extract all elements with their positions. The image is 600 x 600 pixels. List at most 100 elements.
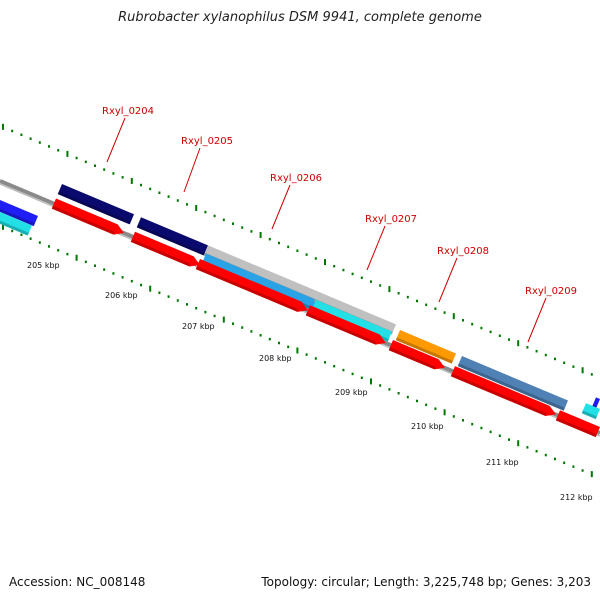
inner-tick [20,233,23,237]
inner-tick [544,453,547,457]
outer-tick [452,313,455,320]
outer-tick [416,299,418,303]
gene-feature-shape [0,200,38,227]
inner-tick [314,357,317,360]
gene-feature[interactable] [195,259,310,315]
inner-tick [452,415,455,418]
gene-feature-shade [388,347,436,370]
inner-tick [324,361,326,364]
gene-feature-shape [57,184,134,225]
inner-tick [112,272,115,275]
gene-feature[interactable] [57,184,134,225]
scale-labels: 205 kbp 206 kbp 207 kbp 208 kbp 209 kbp … [27,261,593,502]
gene-feature[interactable] [0,200,38,227]
gene-feature[interactable] [136,217,208,256]
gene-feature[interactable] [0,212,32,236]
gene-feature[interactable] [457,356,569,411]
gene-feature-shape [555,410,600,438]
inner-tick [140,283,142,287]
inner-tick [416,399,418,403]
inner-tick [167,295,170,298]
outer-tick [66,150,69,157]
gene-feature[interactable] [305,305,388,348]
outer-tick-ring [2,123,593,376]
inner-tick [130,279,133,283]
gene-feature-shape [395,330,456,364]
scale-label-212: 212 kbp [560,493,593,502]
inner-tick [57,249,60,252]
gene-feature-shade [450,373,547,417]
outer-tick [222,218,225,222]
inner-tick-ring [2,223,593,478]
inner-tick [554,457,556,461]
inner-tick [278,341,280,345]
outer-tick [241,226,244,229]
inner-tick [176,299,179,302]
gene-feature[interactable] [395,330,456,364]
outer-tick [314,257,317,260]
outer-tick [149,187,152,191]
outer-tick [517,340,520,347]
gene-label-rxyl-0207[interactable]: Rxyl_0207 [365,214,417,225]
map-title: Rubrobacter xylanophilus DSM 9941, compl… [118,10,482,25]
inner-tick [195,306,198,310]
scale-label-207: 207 kbp [182,322,215,331]
gene-feature[interactable] [388,340,447,373]
outer-tick [563,361,566,365]
scale-label-209: 209 kbp [335,388,368,397]
scale-label-211: 211 kbp [486,458,519,467]
inner-tick [213,314,216,318]
gene-feature-shade [130,239,191,267]
inner-tick [489,430,492,434]
outer-tick [176,199,179,202]
inner-tick [333,364,336,368]
outer-tick [434,307,437,310]
gene-feature[interactable] [581,403,600,420]
outer-tick [351,272,354,276]
outer-tick [259,232,262,239]
outer-tick [425,303,428,307]
outer-tick [250,230,253,233]
inner-tick [388,388,391,391]
outer-tick [75,156,78,160]
inner-tick [29,237,32,240]
gene-feature[interactable] [450,366,558,419]
outer-tick [11,129,14,133]
inner-tick [517,440,520,447]
gene-label-rxyl-0204[interactable]: Rxyl_0204 [102,106,154,117]
outer-tick [268,237,271,241]
outer-tick [324,259,326,266]
outer-tick [130,177,133,184]
inner-tick [406,395,409,399]
gene-feature[interactable] [555,410,600,438]
inner-tick [462,419,464,422]
outer-tick [20,133,23,137]
inner-tick [287,345,290,349]
inner-tick [425,403,428,407]
leader-line-rxyl-0205 [183,147,201,193]
inner-tick [38,241,41,244]
outer-tick [195,204,198,211]
outer-tick [489,330,492,334]
gene-feature[interactable] [51,198,126,239]
genome-summary-text: Topology: circular; Length: 3,225,748 bp… [261,575,591,589]
gene-label-rxyl-0208[interactable]: Rxyl_0208 [437,246,489,257]
outer-tick [84,160,87,164]
gene-feature[interactable] [130,231,202,270]
inner-tick [351,372,354,376]
gene-label-rxyl-0205[interactable]: Rxyl_0205 [181,136,233,147]
scale-label-205: 205 kbp [27,261,60,270]
gene-labels: Rxyl_0204 Rxyl_0205 Rxyl_0206 Rxyl_0207 … [102,106,577,343]
outer-tick [94,164,96,167]
gene-label-rxyl-0209[interactable]: Rxyl_0209 [525,286,577,297]
outer-tick [167,195,170,198]
gene-feature-shape [305,305,386,345]
inner-tick [480,426,483,430]
outer-tick [406,295,409,299]
gene-label-rxyl-0206[interactable]: Rxyl_0206 [270,173,322,184]
inner-tick [222,316,225,323]
leader-line-rxyl-0207 [366,225,386,271]
outer-tick [305,253,308,256]
inner-tick [84,260,87,264]
